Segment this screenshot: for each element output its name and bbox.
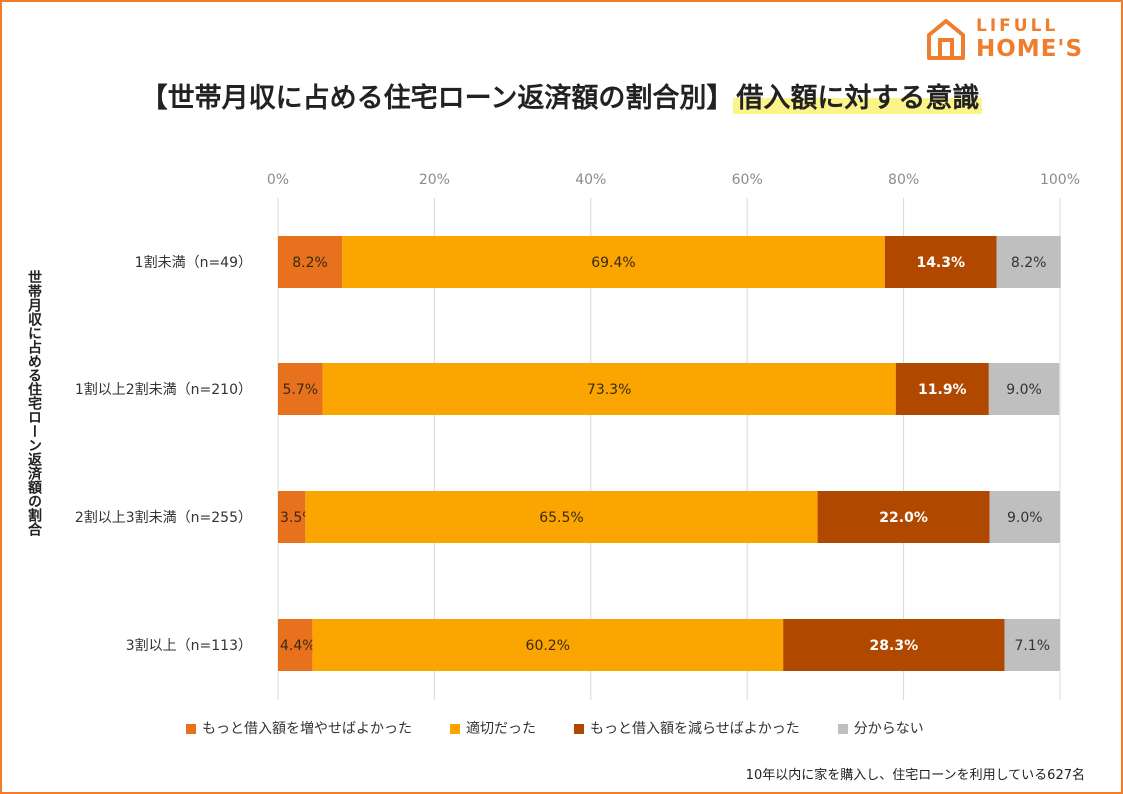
data-label: 69.4%: [591, 255, 635, 271]
data-label: 8.2%: [292, 255, 328, 271]
legend-swatch: [186, 724, 196, 734]
data-label: 5.7%: [282, 382, 318, 398]
bar-segment: [989, 491, 1060, 543]
bar-segment: [895, 363, 989, 415]
x-tick-label: 80%: [888, 172, 919, 188]
legend-item: 適切だった: [450, 718, 536, 738]
x-tick-label: 60%: [732, 172, 763, 188]
data-label: 28.3%: [870, 638, 919, 654]
data-label: 60.2%: [526, 638, 570, 654]
category-label: 1割未満（n=49）: [134, 255, 252, 271]
bar-segment: [305, 491, 818, 543]
legend-item: もっと借入額を増やせばよかった: [186, 718, 412, 738]
bar-segment: [278, 236, 343, 288]
data-label: 9.0%: [1007, 510, 1043, 526]
data-label: 22.0%: [879, 510, 928, 526]
chart-title: 【世帯月収に占める住宅ローン返済額の割合別】 借入額に対する意識: [0, 76, 1123, 115]
bar-segment: [988, 363, 1060, 415]
bar-segment: [996, 236, 1061, 288]
bar-segment: [817, 491, 990, 543]
bar-segment: [322, 363, 896, 415]
bar-segment: [342, 236, 885, 288]
title-highlight: 借入額に対する意識: [733, 83, 983, 114]
data-label: 8.2%: [1011, 255, 1047, 271]
x-tick-label: 0%: [267, 172, 289, 188]
bar-segment: [783, 619, 1005, 671]
legend-swatch: [450, 724, 460, 734]
data-label: 65.5%: [539, 510, 583, 526]
category-label: 2割以上3割未満（n=255）: [74, 510, 252, 526]
category-label: 1割以上2割未満（n=210）: [74, 382, 252, 398]
bar-segment: [278, 619, 313, 671]
bar-segment: [312, 619, 784, 671]
bar-segment: [1004, 619, 1060, 671]
legend-swatch: [837, 724, 848, 734]
bar-segment: [884, 236, 997, 288]
bar-segment: [278, 363, 323, 415]
legend-item: 分からない: [837, 718, 924, 738]
legend-swatch: [574, 724, 584, 734]
data-label: 11.9%: [918, 382, 967, 398]
x-tick-label: 40%: [575, 172, 606, 188]
data-label: 73.3%: [587, 382, 631, 398]
data-label: 4.4%: [280, 638, 316, 654]
x-tick-label: 100%: [1040, 172, 1080, 188]
brand-line1: LIFULL: [976, 16, 1059, 36]
legend-label: もっと借入額を増やせばよかった: [202, 721, 412, 737]
y-axis-title: 世帯月収に占める住宅ローン返済額の割合: [26, 270, 42, 536]
legend: もっと借入額を増やせばよかった 適切だった もっと借入額を減らせばよかった 分からない: [186, 718, 962, 738]
footnote: 10年以内に家を購入し、住宅ローンを利用している627名: [745, 768, 1085, 783]
bar-segment: [278, 491, 306, 543]
house-icon: [927, 19, 965, 60]
brand-logo: LIFULL HOME'S: [924, 14, 1104, 62]
legend-label: 分からない: [853, 721, 924, 737]
data-label: 7.1%: [1014, 638, 1050, 654]
title-main: 【世帯月収に占める住宅ローン返済額の割合別】: [140, 83, 734, 114]
legend-label: もっと借入額を減らせばよかった: [590, 721, 800, 737]
legend-item: もっと借入額を減らせばよかった: [574, 718, 800, 738]
data-label: 9.0%: [1006, 382, 1042, 398]
legend-label: 適切だった: [466, 721, 536, 737]
brand-line2: HOME'S: [976, 36, 1084, 62]
x-tick-label: 20%: [419, 172, 450, 188]
category-label: 3割以上（n=113）: [125, 638, 252, 654]
data-label: 14.3%: [916, 255, 965, 271]
